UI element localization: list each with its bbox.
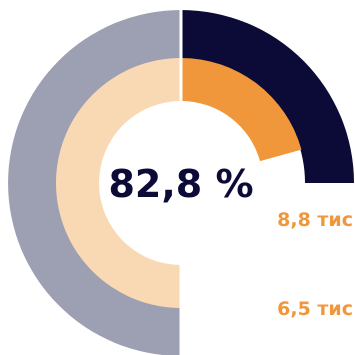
outer-ring-value-label: 8,8 тис [277,209,353,231]
inner-ring-track [56,58,181,308]
outer-ring-fill [181,10,354,183]
ring-group [8,0,354,355]
center-percentage-label: 82,8 % [108,162,253,206]
inner-ring-value-label: 6,5 тис [277,298,353,320]
inner-ring-fill [181,58,302,162]
outer-ring-track [8,10,181,355]
ring-gap-divider [179,0,183,355]
